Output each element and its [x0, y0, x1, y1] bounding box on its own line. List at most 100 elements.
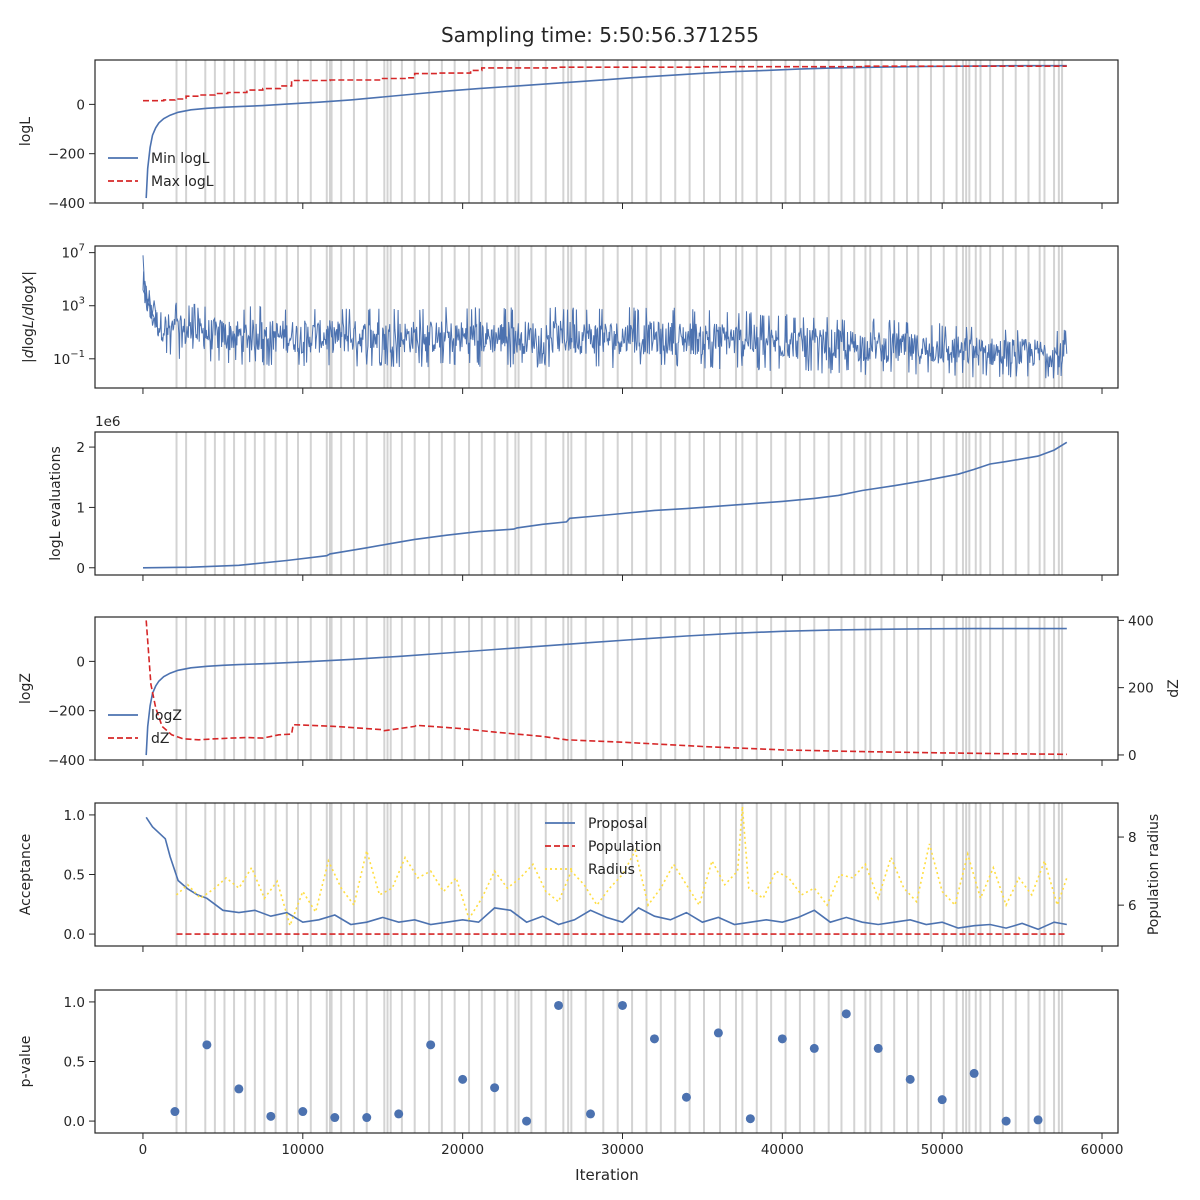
y-axis-label: logL — [18, 117, 34, 146]
scatter-point — [937, 1095, 947, 1105]
series-line — [142, 441, 1068, 569]
scatter-point — [458, 1074, 468, 1084]
panels: −400 −200 0 logL Min logL Max logL 107 103 10−1 |… — [18, 59, 1182, 1158]
legend: Proposal Population Radius — [545, 816, 662, 878]
panel-3: 0 1 2 1e6 logL evaluations — [48, 414, 1119, 581]
y-tick-label: 0 — [76, 561, 85, 577]
panel-5: 0.0 0.5 1.0 Acceptance 6 8 Population radius Pr… — [18, 802, 1162, 952]
y2-axis-label: dZ — [1166, 679, 1182, 697]
legend-label: logZ — [151, 708, 182, 724]
series-line — [145, 816, 1067, 931]
y-offset-label: 1e6 — [95, 414, 120, 430]
y2-tick-label: 400 — [1128, 613, 1154, 629]
scatter-point — [330, 1113, 340, 1123]
scatter-point — [522, 1116, 532, 1126]
scatter-point — [170, 1107, 180, 1117]
y-tick-label: 0.5 — [64, 1055, 85, 1071]
axes-frame — [94, 245, 1119, 389]
axes-frame — [94, 989, 1119, 1134]
plot-area — [143, 64, 1067, 199]
scatter-point — [1001, 1116, 1011, 1126]
y-tick-label: −200 — [48, 147, 85, 163]
panel-6: 0 10000 20000 30000 40000 50000 60000 0.0 0.5 1.0… — [18, 989, 1124, 1158]
scatter-point — [394, 1109, 404, 1119]
scatter-point — [713, 1028, 723, 1038]
scatter-point — [617, 1000, 627, 1010]
y2-tick-label: 6 — [1128, 898, 1137, 914]
legend: logZ dZ — [108, 708, 182, 747]
insertion-lines — [175, 617, 1064, 760]
scatter-point — [777, 1034, 787, 1044]
series-line — [145, 620, 1067, 756]
y-tick-label: 0.0 — [64, 1114, 85, 1130]
axes-frame — [94, 59, 1119, 204]
x-tick-label: 60000 — [1081, 1142, 1124, 1158]
plot-area — [145, 620, 1067, 756]
scatter-point — [202, 1040, 212, 1050]
y-tick-label: 103 — [61, 296, 85, 315]
insertion-lines — [175, 432, 1064, 575]
y-tick-label: −400 — [48, 196, 85, 212]
scatter-point — [362, 1113, 372, 1123]
x-tick-label: 0 — [139, 1142, 148, 1158]
y2-tick-label: 200 — [1128, 681, 1154, 697]
y-tick-label: 0 — [76, 97, 85, 113]
scatter-point — [809, 1043, 819, 1053]
panel-1: −400 −200 0 logL Min logL Max logL — [18, 59, 1119, 212]
scatter-point — [298, 1107, 308, 1117]
y-axis-label: logL evaluations — [48, 446, 64, 561]
x-tick-label: 50000 — [921, 1142, 964, 1158]
plot-area — [170, 1000, 1043, 1126]
axes-frame — [94, 616, 1119, 761]
plot-area — [145, 806, 1068, 935]
y-tick-label: 2 — [76, 440, 85, 456]
insertion-lines — [175, 60, 1064, 203]
panel-4: −400 −200 0 logZ 0 200 400 dZ logZ dZ — [18, 613, 1182, 769]
y-tick-label: 0 — [76, 654, 85, 670]
y-tick-label: −200 — [48, 704, 85, 720]
scatter-point — [554, 1000, 564, 1010]
legend-label: Max logL — [151, 174, 214, 190]
y2-axis-label: Population radius — [1146, 814, 1162, 935]
scatter-point — [1033, 1115, 1043, 1125]
y-axis-label: p-value — [18, 1036, 34, 1088]
legend-label: Min logL — [151, 151, 210, 167]
x-tick-label: 40000 — [761, 1142, 804, 1158]
y-tick-label: 1 — [76, 500, 85, 516]
y-axis-label: logZ — [18, 673, 34, 704]
insertion-lines — [175, 990, 1064, 1133]
legend-label: Radius — [588, 862, 635, 878]
panel-2: 107 103 10−1 |dlogL/dlogX| — [21, 243, 1119, 394]
legend-label: Proposal — [588, 816, 647, 832]
scatter-point — [490, 1083, 500, 1093]
y2-tick-label: 0 — [1128, 748, 1137, 764]
series-line — [145, 627, 1067, 756]
series-line — [145, 64, 1067, 199]
plot-area — [142, 255, 1068, 379]
y-axis-label: Acceptance — [18, 834, 34, 915]
legend: Min logL Max logL — [108, 151, 214, 190]
x-axis-label: Iteration — [575, 1166, 639, 1184]
legend-label: dZ — [151, 731, 169, 747]
insertion-lines — [175, 246, 1064, 388]
x-tick-label: 10000 — [281, 1142, 324, 1158]
x-tick-label: 30000 — [601, 1142, 644, 1158]
scatter-point — [266, 1111, 276, 1121]
y-tick-label: 0.5 — [64, 868, 85, 884]
y-tick-label: 10−1 — [53, 349, 85, 368]
x-tick-label: 20000 — [441, 1142, 484, 1158]
scatter-point — [234, 1084, 244, 1094]
y-tick-label: 0.0 — [64, 927, 85, 943]
axes-frame — [94, 431, 1119, 576]
scatter-point — [586, 1109, 596, 1119]
plot-area — [142, 441, 1068, 569]
y-axis-label: |dlogL/dlogX| — [21, 271, 37, 363]
y-tick-label: 1.0 — [64, 995, 85, 1011]
scatter-point — [649, 1034, 659, 1044]
insertion-lines — [175, 803, 1064, 946]
y-tick-label: −400 — [48, 753, 85, 769]
series-line — [175, 806, 1068, 929]
y2-tick-label: 8 — [1128, 830, 1137, 846]
scatter-point — [841, 1009, 851, 1019]
